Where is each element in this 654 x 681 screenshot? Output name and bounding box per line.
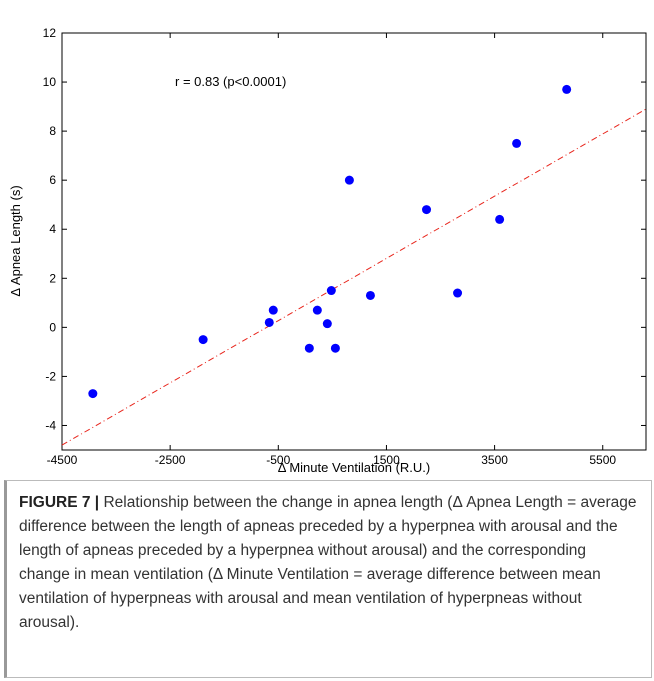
point xyxy=(495,214,505,224)
point xyxy=(453,288,463,298)
y-tick-label: 12 xyxy=(43,26,57,40)
y-tick-label: 6 xyxy=(49,173,56,187)
point xyxy=(304,343,314,353)
y-tick-label: 0 xyxy=(49,320,56,334)
x-tick-label: 3500 xyxy=(481,453,508,467)
point xyxy=(344,175,354,185)
y-axis-label: Δ Apnea Length (s) xyxy=(8,185,23,296)
x-tick-label: 5500 xyxy=(589,453,616,467)
point xyxy=(330,343,340,353)
x-tick-label: 1500 xyxy=(373,453,400,467)
y-tick-label: 8 xyxy=(49,124,56,138)
point xyxy=(512,138,522,148)
point xyxy=(312,305,322,315)
y-tick-label: -4 xyxy=(45,418,56,432)
caption: FIGURE 7 | Relationship between the chan… xyxy=(4,480,652,678)
point xyxy=(268,305,278,315)
point xyxy=(365,290,375,300)
fit-line xyxy=(61,108,647,446)
x-tick-label: -500 xyxy=(266,453,290,467)
point xyxy=(88,389,98,399)
point xyxy=(326,286,336,296)
point xyxy=(322,319,332,329)
y-tick-label: -2 xyxy=(45,369,56,383)
x-tick-label: -4500 xyxy=(47,453,78,467)
caption-text: Relationship between the change in apnea… xyxy=(19,494,637,631)
point xyxy=(198,335,208,345)
y-tick-label: 2 xyxy=(49,271,56,285)
annotation: r = 0.83 (p<0.0001) xyxy=(175,74,286,89)
x-tick-label: -2500 xyxy=(155,453,186,467)
point xyxy=(562,84,572,94)
x-axis-label: Δ Minute Ventilation (R.U.) xyxy=(278,460,430,475)
chart: r = 0.83 (p<0.0001) Δ Minute Ventilation… xyxy=(8,26,647,475)
y-tick-label: 4 xyxy=(49,222,56,236)
point xyxy=(422,205,432,215)
point xyxy=(264,317,274,327)
y-tick-label: 10 xyxy=(43,75,57,89)
plot-frame xyxy=(61,32,647,451)
caption-label: FIGURE 7 | xyxy=(19,494,100,511)
